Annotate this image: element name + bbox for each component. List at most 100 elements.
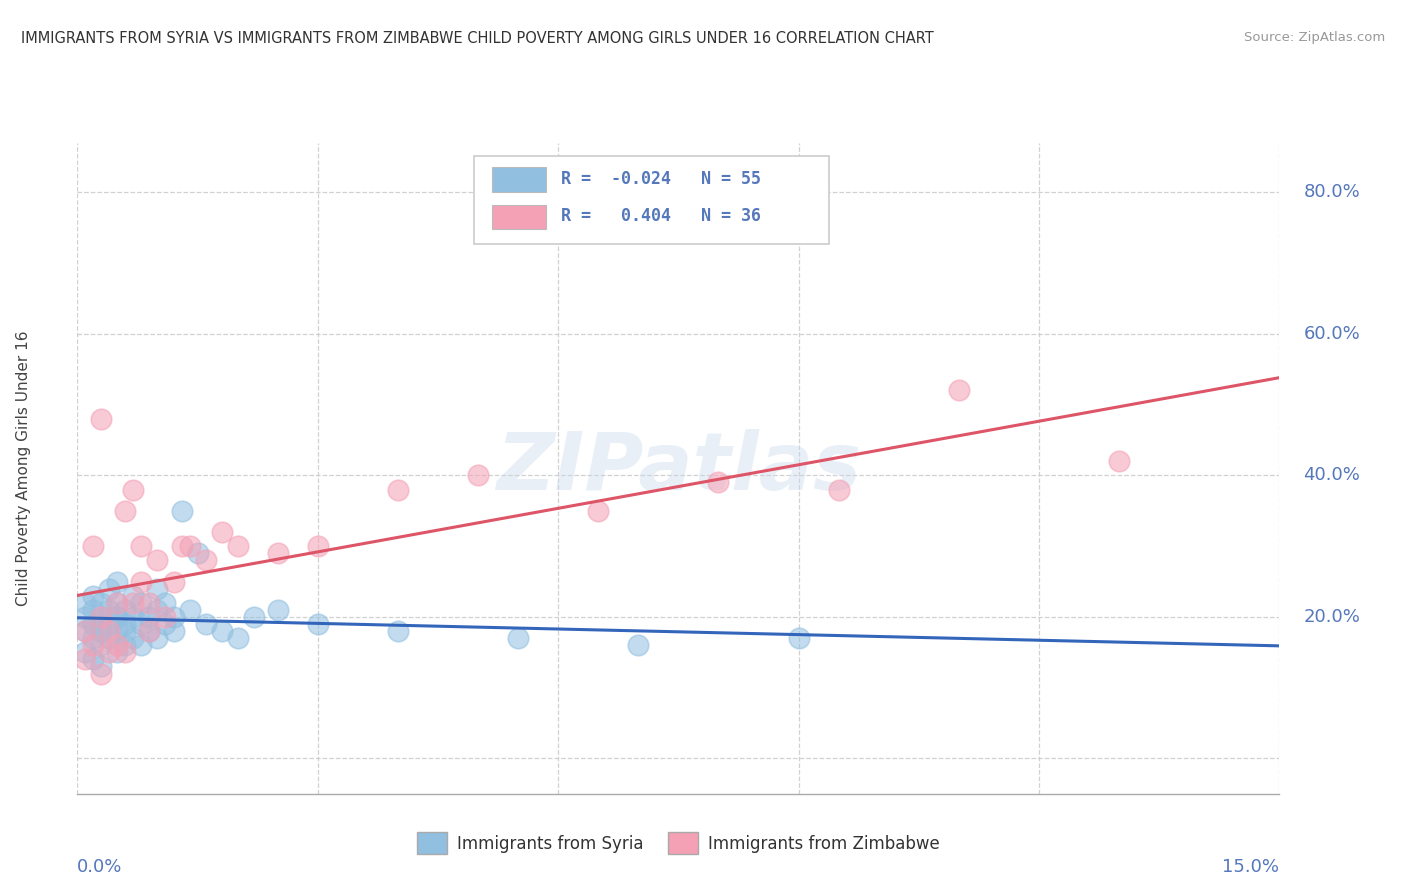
Point — [90, 411, 112, 425]
Point — [467, 468, 489, 483]
Point — [307, 617, 329, 632]
Point — [98, 624, 121, 639]
Text: ZIPatlas: ZIPatlas — [496, 429, 860, 508]
Point — [828, 483, 851, 497]
Point — [82, 603, 104, 617]
Point — [170, 539, 193, 553]
Text: 80.0%: 80.0% — [1303, 183, 1360, 202]
Point — [131, 574, 153, 589]
Point — [90, 610, 112, 624]
Point — [179, 603, 201, 617]
Legend: Immigrants from Syria, Immigrants from Zimbabwe: Immigrants from Syria, Immigrants from Z… — [411, 826, 946, 861]
Point — [508, 631, 530, 645]
Point — [82, 539, 104, 553]
Point — [107, 610, 129, 624]
Point — [98, 582, 121, 596]
Point — [787, 631, 810, 645]
Text: Child Poverty Among Girls Under 16: Child Poverty Among Girls Under 16 — [15, 331, 31, 606]
Point — [75, 624, 97, 639]
Point — [114, 504, 136, 518]
Point — [82, 631, 104, 645]
Text: 0.0%: 0.0% — [77, 857, 122, 876]
Point — [107, 596, 129, 610]
Point — [98, 603, 121, 617]
Point — [155, 617, 177, 632]
Point — [98, 631, 121, 645]
Point — [588, 504, 610, 518]
Point — [170, 504, 193, 518]
Point — [131, 539, 153, 553]
Point — [138, 596, 160, 610]
Point — [75, 596, 97, 610]
Point — [131, 617, 153, 632]
Point — [122, 483, 145, 497]
Point — [267, 546, 290, 560]
Point — [122, 596, 145, 610]
Point — [107, 638, 129, 652]
Point — [707, 475, 730, 490]
Point — [162, 574, 184, 589]
Point — [114, 638, 136, 652]
Text: 15.0%: 15.0% — [1222, 857, 1279, 876]
Point — [387, 624, 409, 639]
Point — [146, 553, 169, 567]
Point — [138, 610, 160, 624]
Point — [114, 624, 136, 639]
Point — [122, 631, 145, 645]
Point — [162, 624, 184, 639]
Point — [107, 645, 129, 659]
Text: Source: ZipAtlas.com: Source: ZipAtlas.com — [1244, 31, 1385, 45]
Point — [1108, 454, 1130, 468]
Point — [82, 617, 104, 632]
Text: R =  -0.024   N = 55: R = -0.024 N = 55 — [561, 170, 761, 188]
Point — [948, 384, 970, 398]
Point — [211, 624, 233, 639]
Point — [114, 617, 136, 632]
Point — [90, 638, 112, 652]
Point — [107, 596, 129, 610]
Point — [98, 645, 121, 659]
Point — [146, 603, 169, 617]
Point — [146, 631, 169, 645]
Point — [75, 652, 97, 666]
Point — [114, 645, 136, 659]
Text: 20.0%: 20.0% — [1303, 608, 1361, 626]
Point — [98, 617, 121, 632]
Bar — [492, 168, 546, 192]
FancyBboxPatch shape — [474, 156, 828, 244]
Point — [387, 483, 409, 497]
Point — [226, 631, 249, 645]
Point — [138, 624, 160, 639]
Point — [122, 610, 145, 624]
Point — [242, 610, 264, 624]
Point — [122, 589, 145, 603]
Point — [211, 524, 233, 539]
Point — [131, 638, 153, 652]
Point — [155, 610, 177, 624]
Point — [90, 666, 112, 681]
Point — [75, 610, 97, 624]
Point — [75, 645, 97, 659]
Point — [226, 539, 249, 553]
Point — [179, 539, 201, 553]
Point — [162, 610, 184, 624]
Text: R =   0.404   N = 36: R = 0.404 N = 36 — [561, 207, 761, 226]
Bar — [492, 204, 546, 229]
Point — [155, 596, 177, 610]
Point — [90, 659, 112, 673]
Point — [146, 582, 169, 596]
Point — [114, 603, 136, 617]
Point — [194, 617, 217, 632]
Point — [90, 610, 112, 624]
Text: IMMIGRANTS FROM SYRIA VS IMMIGRANTS FROM ZIMBABWE CHILD POVERTY AMONG GIRLS UNDE: IMMIGRANTS FROM SYRIA VS IMMIGRANTS FROM… — [21, 31, 934, 46]
Point — [307, 539, 329, 553]
Point — [107, 624, 129, 639]
Point — [138, 624, 160, 639]
Point — [107, 574, 129, 589]
Text: 60.0%: 60.0% — [1303, 325, 1360, 343]
Point — [267, 603, 290, 617]
Point — [90, 624, 112, 639]
Point — [82, 652, 104, 666]
Point — [82, 638, 104, 652]
Point — [90, 596, 112, 610]
